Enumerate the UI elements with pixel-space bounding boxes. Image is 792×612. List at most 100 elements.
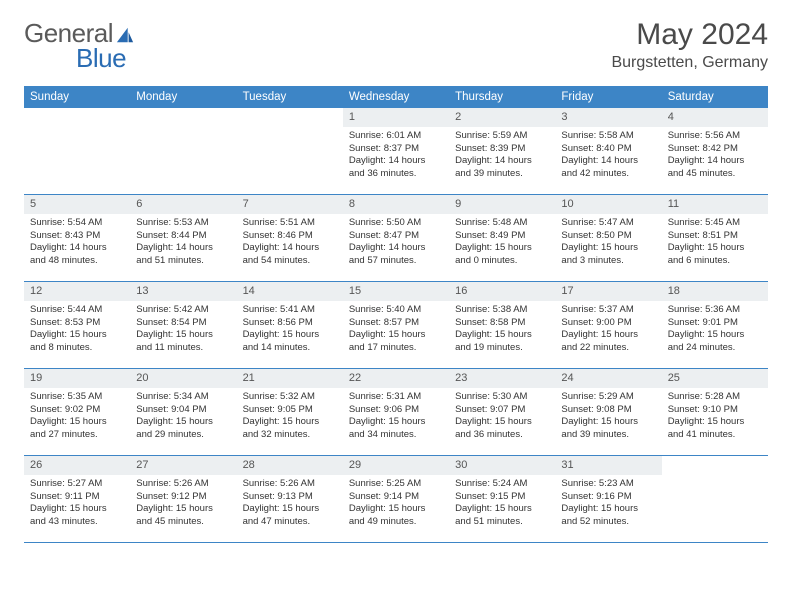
month-title: May 2024 — [611, 18, 768, 52]
sunrise-text: Sunrise: 5:56 AM — [668, 130, 762, 143]
day-number: 18 — [662, 282, 768, 301]
daylight-text: Daylight: 15 hours and 36 minutes. — [455, 416, 549, 442]
weekday-header: Thursday — [449, 86, 555, 108]
sunset-text: Sunset: 8:47 PM — [349, 230, 443, 243]
sunset-text: Sunset: 8:53 PM — [30, 317, 124, 330]
calendar-cell: 9 Sunrise: 5:48 AMSunset: 8:49 PMDaylight… — [449, 195, 555, 281]
sunset-text: Sunset: 8:43 PM — [30, 230, 124, 243]
weekday-header: Friday — [555, 86, 661, 108]
sunset-text: Sunset: 9:10 PM — [668, 404, 762, 417]
calendar-cell: 10Sunrise: 5:47 AMSunset: 8:50 PMDayligh… — [555, 195, 661, 281]
day-details: Sunrise: 5:38 AMSunset: 8:58 PMDaylight:… — [449, 303, 555, 359]
daylight-text: Daylight: 14 hours and 36 minutes. — [349, 155, 443, 181]
calendar-cell: 6Sunrise: 5:53 AMSunset: 8:44 PMDaylight… — [130, 195, 236, 281]
day-number: 20 — [130, 369, 236, 388]
weekday-header: Wednesday — [343, 86, 449, 108]
day-number: 8 — [343, 195, 449, 214]
daylight-text: Daylight: 15 hours and 51 minutes. — [455, 503, 549, 529]
sunset-text: Sunset: 9:02 PM — [30, 404, 124, 417]
daylight-text: Daylight: 15 hours and 22 minutes. — [561, 329, 655, 355]
daylight-text: Daylight: 15 hours and 41 minutes. — [668, 416, 762, 442]
sunset-text: Sunset: 8:49 PM — [455, 230, 549, 243]
daylight-text: Daylight: 15 hours and 3 minutes. — [561, 242, 655, 268]
calendar-row: 19 Sunrise: 5:35 AMSunset: 9:02 PM Dayligh… — [24, 369, 768, 456]
sunrise-text: Sunrise: 5:54 AM — [30, 217, 124, 230]
calendar-cell: 23Sunrise: 5:30 AMSunset: 9:07 PMDayligh… — [449, 369, 555, 455]
day-number: 9 — [449, 195, 555, 214]
daylight-text: Daylight: 14 hours and 48 minutes. — [30, 242, 124, 268]
calendar-cell: 17Sunrise: 5:37 AMSunset: 9:00 PMDayligh… — [555, 282, 661, 368]
sunrise-text: Sunrise: 5:34 AM — [136, 391, 230, 404]
calendar-cell: 8Sunrise: 5:50 AMSunset: 8:47 PMDaylight… — [343, 195, 449, 281]
sunset-text: Sunset: 9:08 PM — [561, 404, 655, 417]
daylight-text: Daylight: 15 hours and 11 minutes. — [136, 329, 230, 355]
calendar-cell: . — [662, 456, 768, 542]
daylight-text: Daylight: 14 hours and 45 minutes. — [668, 155, 762, 181]
weekday-header: Sunday — [24, 86, 130, 108]
sunrise-text: Sunrise: 5:26 AM — [136, 478, 230, 491]
sunset-text: Sunset: 9:16 PM — [561, 491, 655, 504]
calendar-body: ...1Sunrise: 6:01 AMSunset: 8:37 PMDayli… — [24, 108, 768, 543]
day-number: 3 — [555, 108, 661, 127]
calendar-row: 26Sunrise: 5:27 AMSunset: 9:11 PMDayligh… — [24, 456, 768, 543]
day-details: Sunrise: 5:47 AMSunset: 8:50 PMDaylight:… — [555, 216, 661, 272]
day-number: 26 — [24, 456, 130, 475]
daylight-text: Daylight: 15 hours and 52 minutes. — [561, 503, 655, 529]
sunrise-text: Sunrise: 5:24 AM — [455, 478, 549, 491]
day-details: Sunrise: 5:34 AMSunset: 9:04 PMDaylight:… — [130, 390, 236, 446]
sunrise-text: Sunrise: 5:40 AM — [349, 304, 443, 317]
daylight-text: Daylight: 14 hours and 54 minutes. — [243, 242, 337, 268]
sunrise-text: Sunrise: 5:48 AM — [455, 217, 549, 230]
calendar-cell: 12 Sunrise: 5:44 AMSunset: 8:53 PMDayligh… — [24, 282, 130, 368]
day-number: 14 — [237, 282, 343, 301]
title-block: May 2024 Burgstetten, Germany — [611, 18, 768, 72]
sunset-text: Sunset: 8:40 PM — [561, 143, 655, 156]
daylight-text: Daylight: 15 hours and 19 minutes. — [455, 329, 549, 355]
sunrise-text: Sunrise: 5:29 AM — [561, 391, 655, 404]
day-number: 19 — [24, 369, 130, 388]
daylight-text: Daylight: 14 hours and 51 minutes. — [136, 242, 230, 268]
sunrise-text: Sunrise: 5:36 AM — [668, 304, 762, 317]
sunrise-text: Sunrise: 5:37 AM — [561, 304, 655, 317]
day-details: Sunrise: 5:25 AMSunset: 9:14 PMDaylight:… — [343, 477, 449, 533]
calendar-cell: 24Sunrise: 5:29 AMSunset: 9:08 PMDayligh… — [555, 369, 661, 455]
calendar-cell: 2Sunrise: 5:59 AMSunset: 8:39 PMDaylight… — [449, 108, 555, 194]
calendar-cell: 3Sunrise: 5:58 AMSunset: 8:40 PMDaylight… — [555, 108, 661, 194]
calendar-cell: . — [237, 108, 343, 194]
calendar-row: 12Sunrise: 5:44 AMSunset: 8:53 PMDayligh… — [24, 282, 768, 369]
sunrise-text: Sunrise: 5:26 AM — [243, 478, 337, 491]
calendar-cell: 20 Sunrise: 5:34 AMSunset: 9:04 PMDayligh… — [130, 369, 236, 455]
day-details: Sunrise: 5:40 AMSunset: 8:57 PMDaylight:… — [343, 303, 449, 359]
day-number: 2 — [449, 108, 555, 127]
sunset-text: Sunset: 8:57 PM — [349, 317, 443, 330]
calendar-cell: 27Sunrise: 5:26 AMSunset: 9:12 PMDayligh… — [130, 456, 236, 542]
calendar-cell: 19Sunrise: 5:35 AMSunset: 9:02 PMDayligh… — [24, 369, 130, 455]
day-details: Sunrise: 6:01 AMSunset: 8:37 PMDaylight:… — [343, 129, 449, 185]
sunrise-text: Sunrise: 5:44 AM — [30, 304, 124, 317]
daylight-text: Daylight: 15 hours and 43 minutes. — [30, 503, 124, 529]
day-details: Sunrise: 5:56 AMSunset: 8:42 PMDaylight:… — [662, 129, 768, 185]
calendar-cell: 4Sunrise: 5:56 AMSunset: 8:42 PMDaylight… — [662, 108, 768, 194]
calendar-cell: 22Sunrise: 5:31 AMSunset: 9:06 PMDayligh… — [343, 369, 449, 455]
day-number: 12 — [24, 282, 130, 301]
calendar-cell: 16Sunrise: 5:38 AMSunset: 8:58 PMDayligh… — [449, 282, 555, 368]
calendar-row: ...1Sunrise: 6:01 AMSunset: 8:37 PMDayli… — [24, 108, 768, 195]
day-number: 17 — [555, 282, 661, 301]
day-number: 30 — [449, 456, 555, 475]
day-details: Sunrise: 5:44 AMSunset: 8:53 PMDaylight:… — [24, 303, 130, 359]
sunrise-text: Sunrise: 5:25 AM — [349, 478, 443, 491]
sunset-text: Sunset: 9:15 PM — [455, 491, 549, 504]
sunrise-text: Sunrise: 5:51 AM — [243, 217, 337, 230]
day-number: 25 — [662, 369, 768, 388]
daylight-text: Daylight: 15 hours and 47 minutes. — [243, 503, 337, 529]
calendar-cell: . — [130, 108, 236, 194]
sunset-text: Sunset: 9:13 PM — [243, 491, 337, 504]
calendar-cell: 15Sunrise: 5:40 AMSunset: 8:57 PMDayligh… — [343, 282, 449, 368]
calendar-cell: 18Sunrise: 5:36 AMSunset: 9:01 PMDayligh… — [662, 282, 768, 368]
sunrise-text: Sunrise: 5:35 AM — [30, 391, 124, 404]
sunset-text: Sunset: 9:07 PM — [455, 404, 549, 417]
daylight-text: Daylight: 15 hours and 0 minutes. — [455, 242, 549, 268]
weekday-header: Saturday — [662, 86, 768, 108]
sunrise-text: Sunrise: 5:45 AM — [668, 217, 762, 230]
calendar: Sunday Monday Tuesday Wednesday Thursday… — [24, 86, 768, 543]
